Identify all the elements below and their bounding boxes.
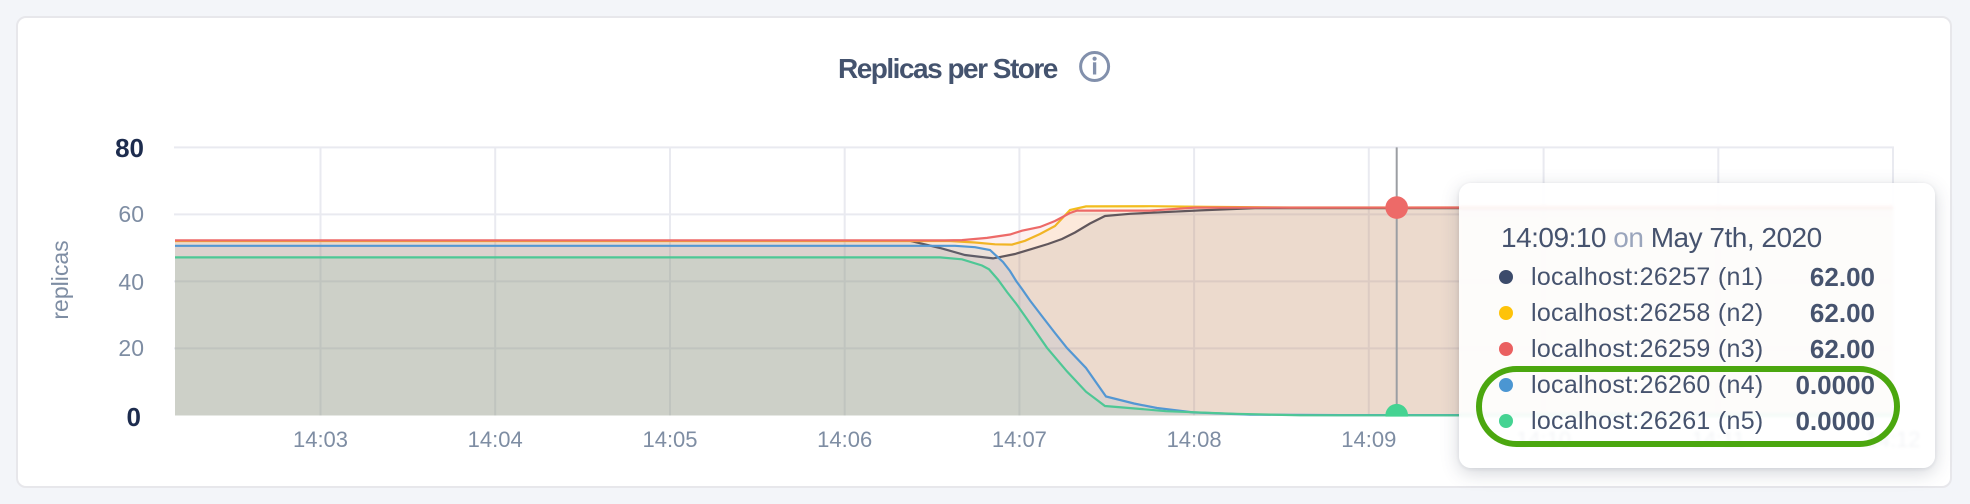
svg-text:14:05: 14:05 [642, 427, 697, 452]
svg-text:14:06: 14:06 [817, 427, 872, 452]
svg-text:14:07: 14:07 [992, 427, 1047, 452]
svg-text:20: 20 [118, 335, 144, 361]
svg-text:80: 80 [115, 133, 144, 163]
svg-text:14:04: 14:04 [468, 427, 523, 452]
svg-text:14:03: 14:03 [293, 427, 348, 452]
svg-text:14:08: 14:08 [1167, 427, 1222, 452]
svg-text:replicas: replicas [47, 240, 73, 319]
svg-text:60: 60 [118, 201, 144, 227]
svg-text:40: 40 [118, 269, 144, 295]
svg-text:14:09: 14:09 [1341, 427, 1396, 452]
svg-text:0: 0 [127, 402, 141, 432]
